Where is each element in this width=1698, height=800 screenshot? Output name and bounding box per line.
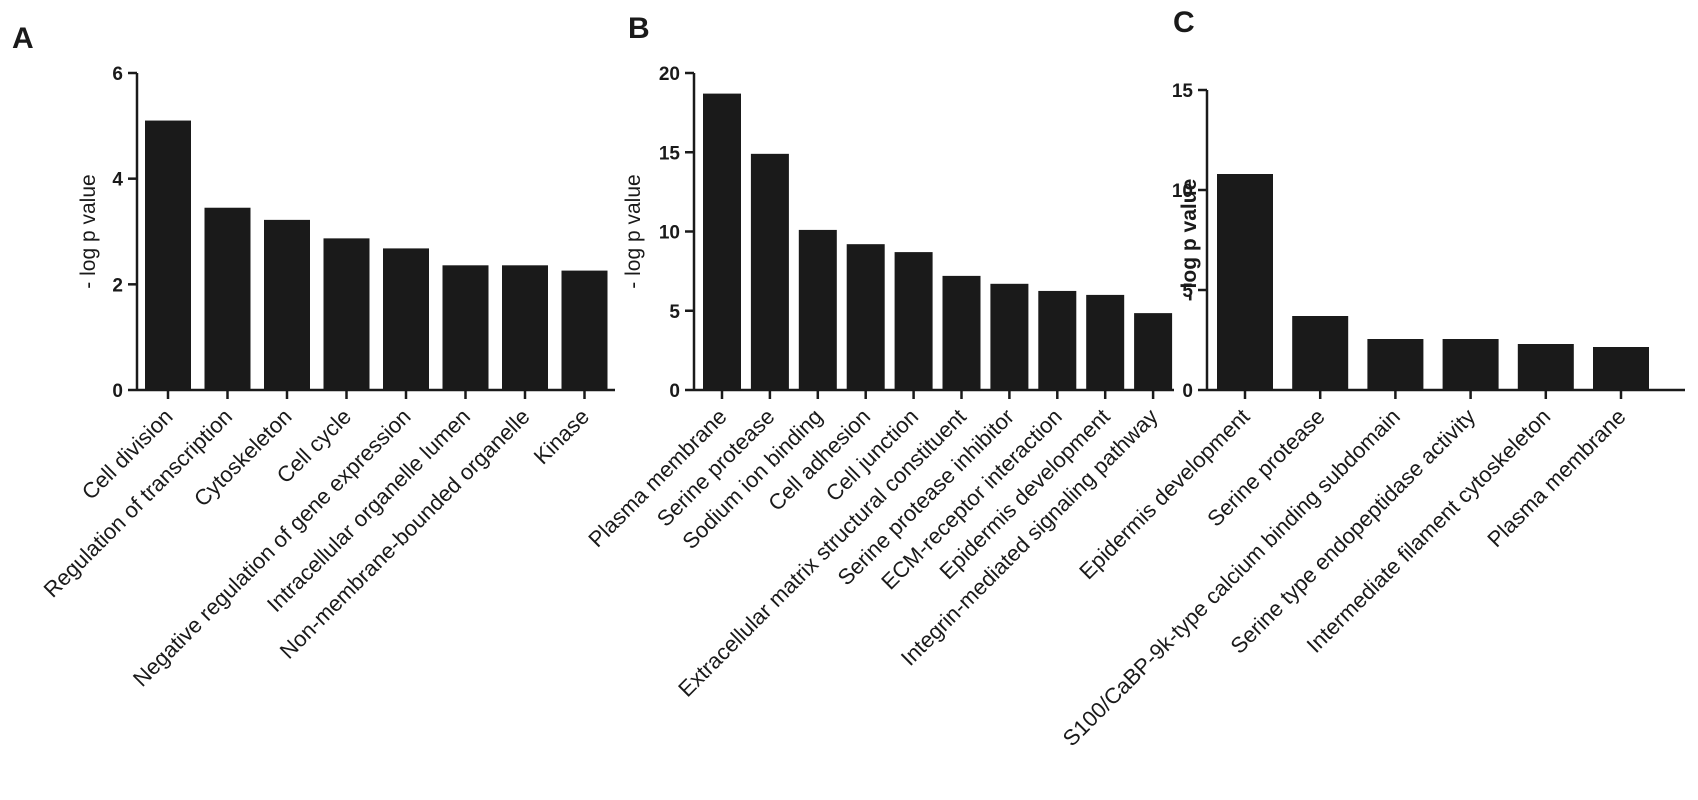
panel-c-bar	[1217, 174, 1273, 390]
panel-a-bar	[561, 270, 608, 390]
panel-b-y-tick-label: 15	[659, 143, 681, 164]
panel-a-y-tick-label: 4	[112, 170, 123, 191]
panel-b-bar	[1038, 290, 1077, 390]
panel-b-bar	[750, 153, 789, 390]
panel-a-bar	[323, 238, 370, 390]
panel-b-y-axis-label: - log p value	[622, 174, 645, 288]
panel-b-bar	[894, 252, 933, 390]
panel-a-bar	[502, 265, 548, 390]
panel-b-bar	[798, 229, 837, 390]
panel-a-bar	[383, 248, 429, 390]
panel-a-bar	[264, 219, 310, 390]
panel-a-letter: A	[12, 22, 34, 55]
panel-b-bar	[703, 93, 741, 390]
panel-a-y-tick-label: 0	[112, 381, 123, 402]
panel-a-y-tick-label: 2	[112, 275, 123, 296]
panel-b-y-tick-label: 20	[659, 64, 680, 85]
panel-b-y-tick-label: 0	[669, 381, 680, 402]
panel-b-bar	[990, 283, 1029, 390]
panel-c-y-tick-label: 10	[1172, 181, 1193, 202]
panel-b-bar	[942, 275, 981, 390]
panel-c-letter: C	[1173, 6, 1195, 39]
panel-b-y-tick-label: 10	[659, 223, 680, 244]
panel-a-y-axis-label: - log p value	[77, 174, 100, 288]
panel-c-bar	[1442, 339, 1499, 390]
panel-b-bar	[846, 244, 885, 390]
panel-c-y-tick-label: 15	[1172, 81, 1194, 102]
panel-c-y-axis-label: - log p value	[1178, 179, 1201, 302]
panel-b-bar	[1086, 294, 1125, 390]
panel-c-category-label: Plasma membrane	[1482, 404, 1630, 552]
panel-c-bar	[1593, 347, 1649, 390]
panel-b-y-tick-label: 5	[669, 302, 680, 323]
panel-a-category-label: Kinase	[529, 404, 594, 469]
panel-b-bar	[1134, 313, 1173, 390]
panel-a-bar	[204, 207, 251, 390]
panel-c-y-tick-label: 5	[1182, 281, 1193, 302]
panel-a-bar	[145, 120, 191, 391]
panel-a-bar	[442, 265, 489, 390]
panel-c-bar	[1367, 339, 1424, 390]
panel-c-bar	[1517, 344, 1574, 390]
panel-b-letter: B	[628, 12, 650, 45]
panel-c-y-tick-label: 0	[1182, 381, 1193, 402]
panel-a-y-tick-label: 6	[112, 64, 123, 85]
panel-c-bar	[1292, 316, 1349, 390]
